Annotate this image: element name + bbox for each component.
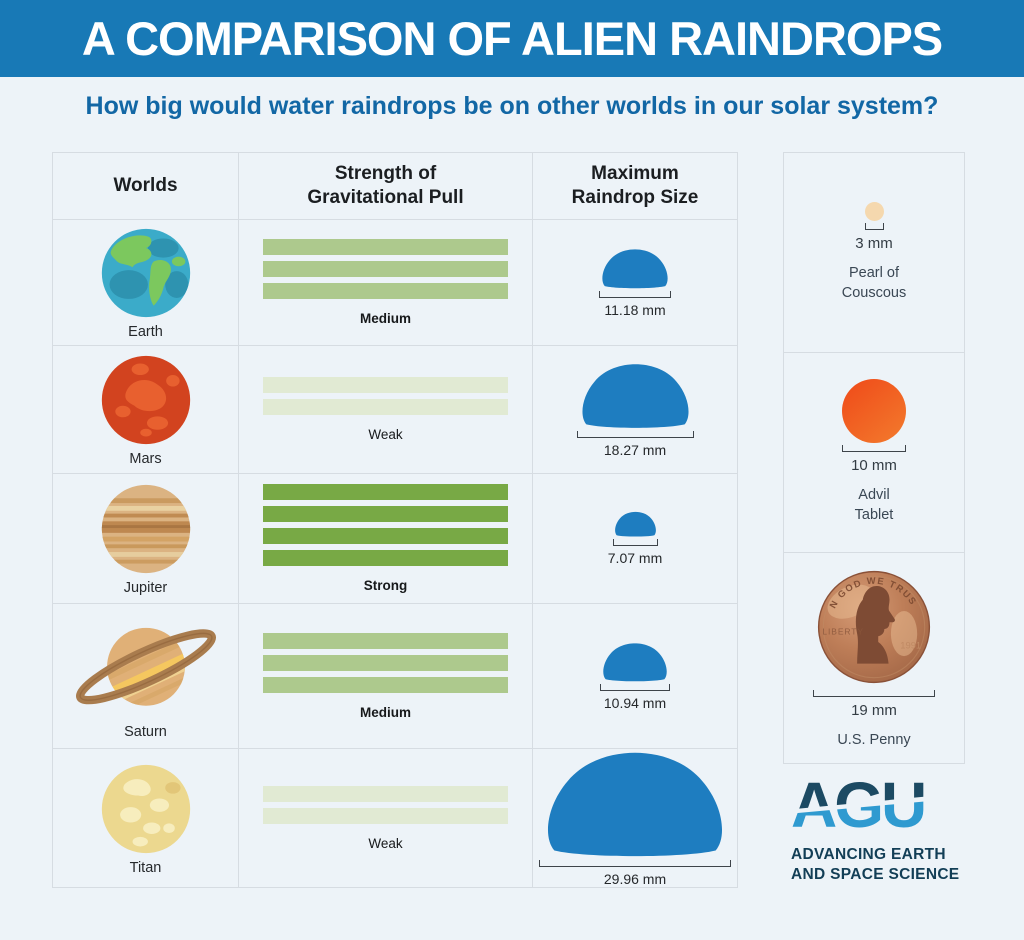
reference-cell-advil: 10 mm Advil Tablet (784, 353, 964, 553)
raindrop-size-label: 11.18 mm (604, 301, 666, 318)
measure-bracket (612, 539, 658, 546)
couscous-icon (864, 201, 884, 221)
reference-name: Pearl of Couscous (841, 264, 907, 301)
gravity-label: Weak (368, 427, 403, 442)
gravity-bar (263, 261, 508, 277)
column-header-label: Strength of Gravitational Pull (307, 163, 464, 208)
world-label: Mars (129, 451, 162, 467)
raindrop-cell-earth: 11.18 mm (533, 220, 738, 346)
gravity-bars (263, 632, 508, 693)
advil-icon (842, 379, 906, 444)
world-cell-saturn: Saturn (53, 604, 239, 749)
gravity-bar (263, 632, 508, 649)
column-header-raindrop: Maximum Raindrop Size (533, 153, 738, 220)
reference-size-label: 3 mm (855, 234, 893, 252)
raindrop-size-label: 7.07 mm (607, 550, 663, 566)
world-cell-earth: Earth (53, 220, 239, 346)
penny-liberty: LIBERTY (822, 626, 864, 636)
penny-year: 1991 (900, 640, 921, 650)
agu-tagline: ADVANCING EARTH AND SPACE SCIENCE (791, 845, 981, 885)
world-cell-mars: Mars (53, 346, 239, 474)
raindrop-icon (614, 511, 656, 537)
reference-size-label: 19 mm (851, 701, 897, 719)
gravity-bar (263, 654, 508, 671)
column-header-gravity: Strength of Gravitational Pull (239, 153, 533, 220)
gravity-bar (263, 484, 508, 500)
gravity-cell-earth: Medium (239, 220, 533, 346)
measure-bracket (842, 445, 906, 453)
raindrop-size-label: 18.27 mm (603, 441, 667, 458)
gravity-bar (263, 506, 508, 522)
title-banner: A COMPARISON OF ALIEN RAINDROPS (0, 0, 1024, 77)
measure-bracket (576, 430, 694, 438)
raindrop-cell-mars: 18.27 mm (533, 346, 738, 474)
mars-icon (101, 355, 190, 445)
gravity-bar (263, 807, 508, 824)
column-header-worlds: Worlds (53, 153, 239, 220)
agu-tagline-line2: AND SPACE SCIENCE (791, 866, 960, 884)
measure-bracket (599, 290, 671, 298)
reference-cell-penny: IN GOD WE TRUST LIBERTY 1991 19 mm U.S. … (784, 553, 964, 763)
agu-acronym: AGU AGU (791, 774, 961, 838)
gravity-bar (263, 283, 508, 299)
measure-bracket (864, 222, 884, 230)
measure-bracket (600, 683, 670, 691)
world-label: Jupiter (123, 580, 168, 596)
gravity-bars (263, 785, 508, 824)
reference-name: Advil Tablet (854, 487, 894, 523)
gravity-label: Medium (359, 311, 411, 326)
gravity-bar (263, 528, 508, 544)
agu-tagline-line1: ADVANCING EARTH (791, 846, 946, 863)
gravity-bar (263, 785, 508, 802)
world-label: Earth (128, 324, 163, 340)
gravity-cell-saturn: Medium (239, 604, 533, 749)
gravity-label: Strong (363, 578, 408, 593)
gravity-cell-titan: Weak (239, 749, 533, 888)
world-cell-titan: Titan (53, 749, 239, 888)
measure-bracket (539, 860, 731, 867)
gravity-bar (263, 550, 508, 566)
gravity-label: Weak (368, 835, 403, 851)
gravity-bar (263, 399, 508, 415)
raindrop-cell-titan: 29.96 mm (533, 749, 738, 888)
world-label: Saturn (124, 723, 167, 740)
reference-name: U.S. Penny (837, 731, 911, 748)
column-header-label: Maximum Raindrop Size (571, 163, 699, 208)
gravity-label: Medium (359, 704, 411, 720)
column-header-label: Worlds (113, 175, 178, 197)
gravity-bar (263, 377, 508, 393)
gravity-bars (263, 484, 508, 566)
earth-icon (101, 228, 190, 318)
size-reference-panel: 3 mm Pearl of Couscous 10 mm Advil Table… (783, 152, 965, 764)
gravity-bars (263, 239, 508, 299)
agu-logo: AGU AGU ADVANCING EARTH AND SPACE SCIENC… (791, 774, 981, 885)
comparison-table: Worlds Strength of Gravitational Pull Ma… (52, 152, 738, 888)
raindrop-icon (581, 363, 689, 428)
gravity-bar (263, 676, 508, 693)
raindrop-icon (547, 752, 723, 857)
penny-icon: IN GOD WE TRUST LIBERTY 1991 (813, 566, 931, 683)
raindrop-icon (603, 642, 667, 681)
gravity-cell-jupiter: Strong (239, 474, 533, 604)
raindrop-cell-saturn: 10.94 mm (533, 604, 738, 749)
gravity-bar (263, 239, 508, 255)
raindrop-size-label: 10.94 mm (603, 694, 667, 711)
world-cell-jupiter: Jupiter (53, 474, 239, 604)
titan-icon (101, 764, 190, 853)
reference-cell-couscous: 3 mm Pearl of Couscous (784, 153, 964, 353)
raindrop-icon (602, 248, 668, 288)
raindrop-cell-jupiter: 7.07 mm (533, 474, 738, 604)
world-label: Titan (129, 859, 162, 876)
reference-size-label: 10 mm (851, 457, 897, 475)
subtitle: How big would water raindrops be on othe… (85, 92, 939, 120)
raindrop-size-label: 29.96 mm (603, 871, 667, 887)
gravity-cell-mars: Weak (239, 346, 533, 474)
measure-bracket (813, 689, 935, 697)
page-title: A COMPARISON OF ALIEN RAINDROPS (81, 12, 943, 65)
jupiter-icon (101, 484, 190, 574)
gravity-bars (263, 377, 508, 415)
saturn-icon (75, 627, 216, 719)
lincoln-silhouette (855, 585, 895, 664)
